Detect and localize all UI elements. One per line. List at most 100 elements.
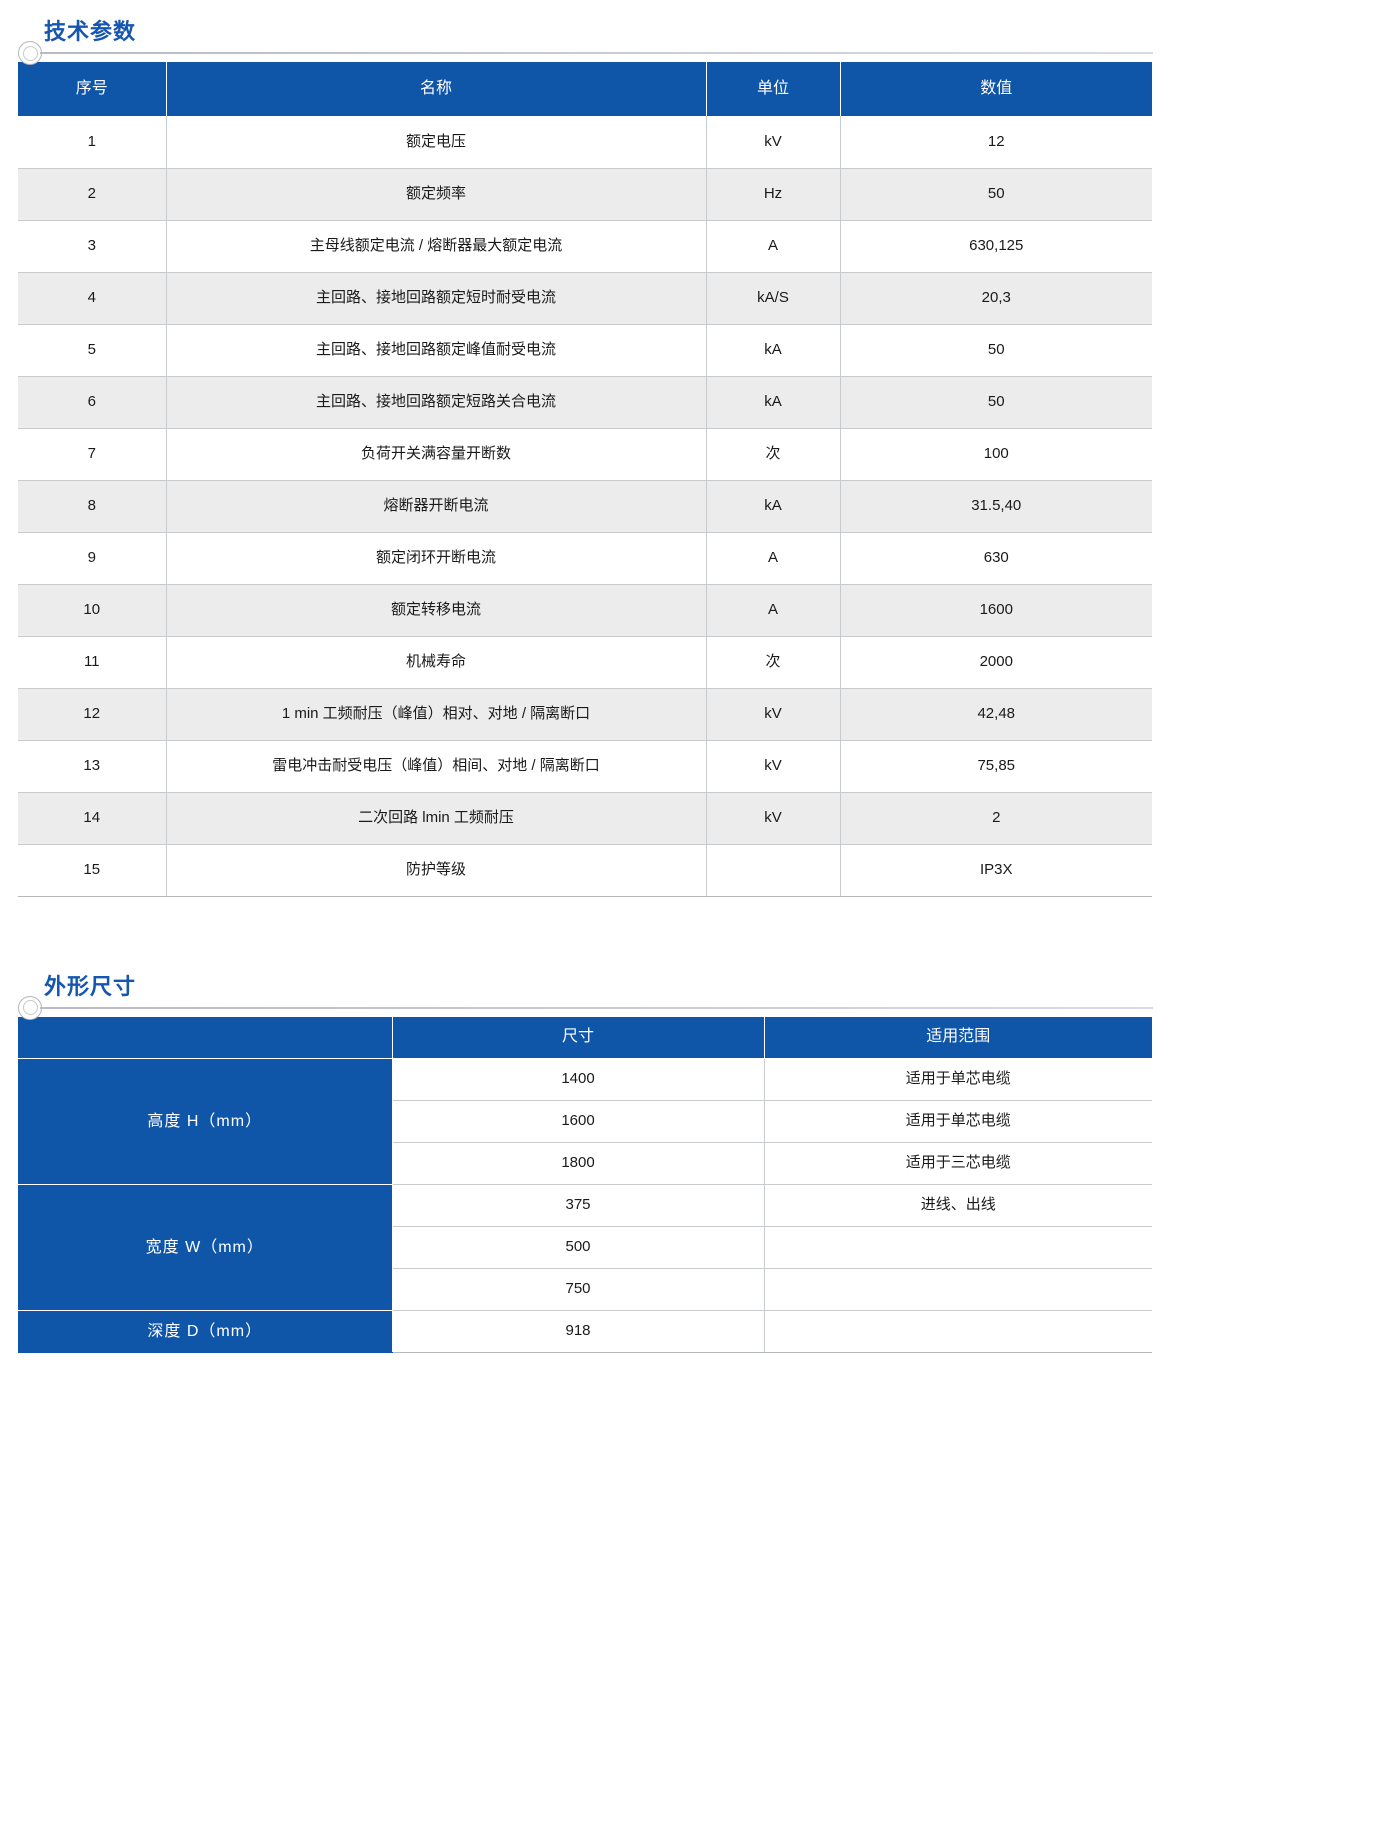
- cell-value: 630: [840, 532, 1152, 585]
- table-row: 500: [18, 1226, 1152, 1269]
- cell-name: 主回路、接地回路额定短时耐受电流: [166, 272, 707, 325]
- column-header-value: 数值: [840, 62, 1152, 116]
- cell-unit: kA: [706, 376, 841, 429]
- cell-value: 50: [840, 376, 1152, 429]
- cell-index: 9: [18, 532, 167, 585]
- cell-index: 4: [18, 272, 167, 325]
- cell-name: 机械寿命: [166, 636, 707, 689]
- table-row: 14 二次回路 lmin 工频耐压 kV 2: [18, 792, 1152, 845]
- cell-index: 15: [18, 844, 167, 897]
- table-row: 8 熔断器开断电流 kA 31.5,40: [18, 480, 1152, 533]
- row-group-label-width: 宽度 W（mm）: [18, 1184, 393, 1311]
- cell-unit: A: [706, 220, 841, 273]
- cell-value: 50: [840, 168, 1152, 221]
- spacer: [0, 897, 1373, 955]
- cell-name: 主回路、接地回路额定峰值耐受电流: [166, 324, 707, 377]
- ring-icon: [18, 41, 42, 65]
- cell-name: 主回路、接地回路额定短路关合电流: [166, 376, 707, 429]
- cell-name: 二次回路 lmin 工频耐压: [166, 792, 707, 845]
- cell-value: 75,85: [840, 740, 1152, 793]
- cell-unit: kV: [706, 116, 841, 169]
- table-row: 11 机械寿命 次 2000: [18, 636, 1152, 689]
- cell-value: 630,125: [840, 220, 1152, 273]
- cell-scope: [764, 1226, 1152, 1269]
- table-row: 4 主回路、接地回路额定短时耐受电流 kA/S 20,3: [18, 272, 1152, 325]
- cell-name: 防护等级: [166, 844, 707, 897]
- cell-unit: kA: [706, 324, 841, 377]
- table-row: 15 防护等级 IP3X: [18, 844, 1152, 897]
- cell-scope: [764, 1310, 1152, 1353]
- cell-name: 雷电冲击耐受电压（峰值）相间、对地 / 隔离断口: [166, 740, 707, 793]
- cell-index: 12: [18, 688, 167, 741]
- overall-dimensions-table: 尺寸 适用范围 高度 H（mm） 1400 适用于单芯电缆 1600 适用于单芯…: [18, 1016, 1152, 1353]
- table-row: 宽度 W（mm） 375 进线、出线: [18, 1184, 1152, 1311]
- section-divider: [40, 1006, 1153, 1009]
- cell-value: 100: [840, 428, 1152, 481]
- cell-name: 主母线额定电流 / 熔断器最大额定电流: [166, 220, 707, 273]
- technical-parameters-table-wrap: 序号 名称 单位 数值 1 额定电压 kV 12 2 额定频率 Hz 50: [18, 62, 1355, 897]
- cell-unit: A: [706, 532, 841, 585]
- column-header-unit: 单位: [706, 62, 841, 116]
- cell-name: 额定电压: [166, 116, 707, 169]
- section-title: 外形尺寸: [44, 973, 137, 999]
- table-row: 深度 D（mm） 918: [18, 1310, 1152, 1353]
- cell-value: 12: [840, 116, 1152, 169]
- section-title: 技术参数: [44, 19, 137, 44]
- table-row: 1 额定电压 kV 12: [18, 116, 1152, 169]
- cell-value: 2: [840, 792, 1152, 845]
- table-row: 12 1 min 工频耐压（峰值）相对、对地 / 隔离断口 kV 42,48: [18, 688, 1152, 741]
- cell-unit: kA: [706, 480, 841, 533]
- technical-parameters-table: 序号 名称 单位 数值 1 额定电压 kV 12 2 额定频率 Hz 50: [18, 62, 1152, 897]
- table-row: 6 主回路、接地回路额定短路关合电流 kA 50: [18, 376, 1152, 429]
- cell-value: 2000: [840, 636, 1152, 689]
- cell-value: 20,3: [840, 272, 1152, 325]
- cell-unit: 次: [706, 636, 841, 689]
- cell-name: 负荷开关满容量开断数: [166, 428, 707, 481]
- cell-name: 额定闭环开断电流: [166, 532, 707, 585]
- section-divider: [40, 52, 1153, 54]
- table-row: 13 雷电冲击耐受电压（峰值）相间、对地 / 隔离断口 kV 75,85: [18, 740, 1152, 793]
- cell-size: 1800: [392, 1142, 765, 1185]
- cell-size: 1400: [392, 1058, 765, 1101]
- cell-value: IP3X: [840, 844, 1152, 897]
- column-header-name: 名称: [166, 62, 707, 116]
- cell-index: 13: [18, 740, 167, 793]
- table-row: 5 主回路、接地回路额定峰值耐受电流 kA 50: [18, 324, 1152, 377]
- cell-unit: kA/S: [706, 272, 841, 325]
- cell-size: 918: [392, 1310, 765, 1353]
- section-header-overall-dimensions: 外形尺寸: [18, 955, 1153, 1020]
- cell-index: 14: [18, 792, 167, 845]
- cell-index: 7: [18, 428, 167, 481]
- cell-scope: 进线、出线: [764, 1184, 1152, 1227]
- overall-dimensions-table-wrap: 尺寸 适用范围 高度 H（mm） 1400 适用于单芯电缆 1600 适用于单芯…: [18, 1016, 1355, 1353]
- table-row: 7 负荷开关满容量开断数 次 100: [18, 428, 1152, 481]
- cell-unit: kV: [706, 688, 841, 741]
- cell-value: 50: [840, 324, 1152, 377]
- cell-size: 500: [392, 1226, 765, 1269]
- table-header-row: 序号 名称 单位 数值: [18, 62, 1152, 116]
- section-header-technical-parameters: 技术参数: [18, 0, 1153, 65]
- table-row: 高度 H（mm） 1400 适用于单芯电缆: [18, 1058, 1152, 1185]
- cell-name: 1 min 工频耐压（峰值）相对、对地 / 隔离断口: [166, 688, 707, 741]
- row-group-label-depth: 深度 D（mm）: [18, 1310, 393, 1353]
- cell-unit: 次: [706, 428, 841, 481]
- cell-size: 375: [392, 1184, 765, 1227]
- table-header-row: 尺寸 适用范围: [18, 1016, 1152, 1059]
- cell-index: 6: [18, 376, 167, 429]
- cell-unit: kV: [706, 740, 841, 793]
- cell-size: 1600: [392, 1100, 765, 1143]
- cell-index: 8: [18, 480, 167, 533]
- table-row: 750: [18, 1268, 1152, 1311]
- column-header-index: 序号: [18, 62, 167, 116]
- ring-icon: [18, 995, 42, 1020]
- cell-name: 额定转移电流: [166, 584, 707, 637]
- cell-index: 1: [18, 116, 167, 169]
- cell-unit: Hz: [706, 168, 841, 221]
- cell-value: 1600: [840, 584, 1152, 637]
- table-row: 1600 适用于单芯电缆: [18, 1100, 1152, 1143]
- table-row: 2 额定频率 Hz 50: [18, 168, 1152, 221]
- cell-unit: A: [706, 584, 841, 637]
- cell-value: 42,48: [840, 688, 1152, 741]
- column-header-blank: [18, 1016, 393, 1059]
- cell-name: 额定频率: [166, 168, 707, 221]
